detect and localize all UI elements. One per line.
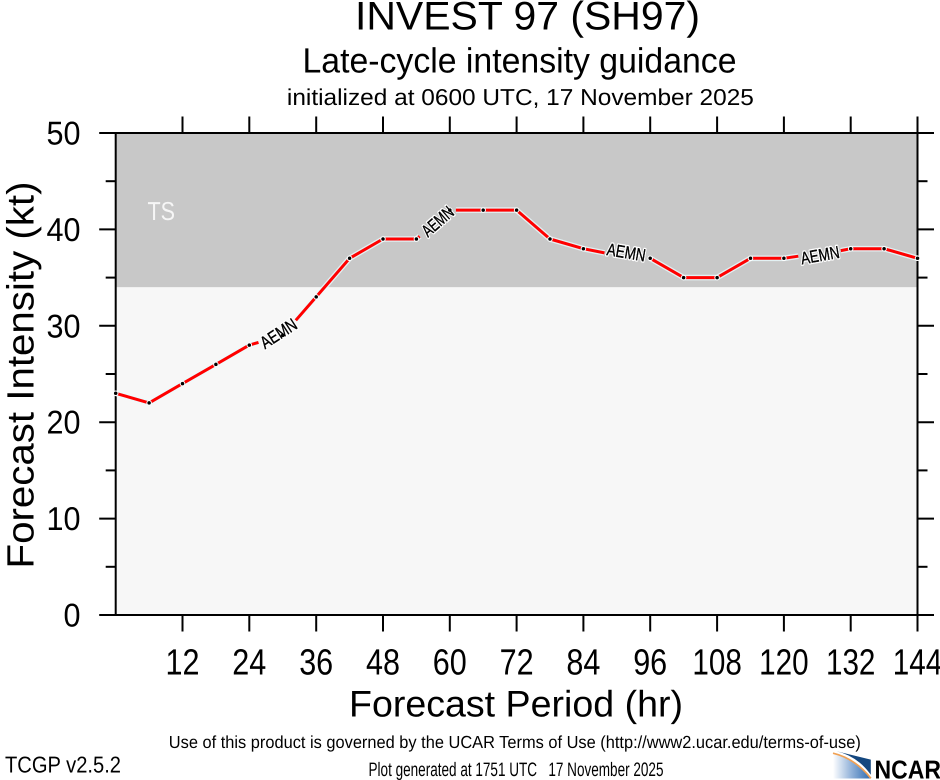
svg-text:12: 12: [166, 642, 200, 683]
svg-text:20: 20: [47, 404, 81, 441]
svg-text:120: 120: [759, 642, 809, 683]
svg-text:30: 30: [47, 307, 81, 344]
svg-text:72: 72: [500, 642, 534, 683]
svg-text:initialized at 0600 UTC, 17 No: initialized at 0600 UTC, 17 November 202…: [287, 84, 754, 110]
svg-text:0: 0: [64, 597, 81, 634]
svg-text:48: 48: [366, 642, 400, 683]
svg-text:Late-cycle intensity guidance: Late-cycle intensity guidance: [303, 42, 737, 81]
svg-text:TCGP v2.5.2: TCGP v2.5.2: [5, 752, 121, 778]
svg-text:108: 108: [692, 642, 742, 683]
svg-text:INVEST 97 (SH97): INVEST 97 (SH97): [355, 0, 700, 38]
svg-text:36: 36: [299, 642, 333, 683]
svg-text:144: 144: [893, 642, 940, 683]
svg-text:Plot generated at 1751 UTC 1: Plot generated at 1751 UTC 17 November 2…: [369, 759, 664, 780]
svg-text:10: 10: [47, 500, 81, 537]
svg-text:24: 24: [232, 642, 266, 683]
svg-text:Use of this product is governe: Use of this product is governed by the U…: [169, 732, 861, 752]
svg-text:TS: TS: [148, 196, 176, 226]
svg-text:50: 50: [47, 115, 81, 152]
svg-text:Forecast Period (hr): Forecast Period (hr): [349, 684, 683, 725]
svg-text:132: 132: [826, 642, 876, 683]
svg-text:40: 40: [47, 211, 81, 248]
svg-text:84: 84: [566, 642, 600, 683]
svg-text:96: 96: [633, 642, 667, 683]
svg-text:60: 60: [433, 642, 467, 683]
svg-text:NCAR: NCAR: [875, 755, 940, 780]
svg-text:Forecast Intensity (kt): Forecast Intensity (kt): [1, 182, 43, 569]
